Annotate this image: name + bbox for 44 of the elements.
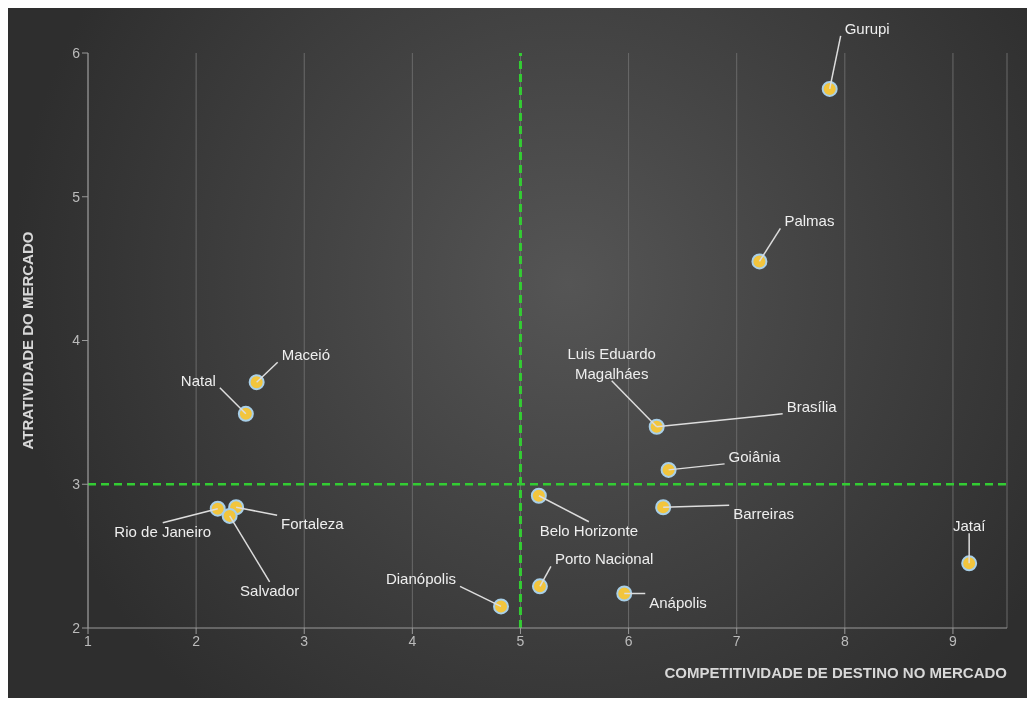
annotation: Dianópolis [385,570,457,588]
y-axis-title: ATRATIVIDADE DO MERCADO [19,231,37,450]
annotation: Belo Horizonte [539,521,639,539]
x-tick-label: 5 [516,632,525,649]
x-tick-label: 9 [949,632,958,649]
annotation: Luis Eduardo Magalháes [567,344,656,382]
x-tick-label: 2 [192,632,201,649]
x-tick-label: 6 [624,632,633,649]
point [493,598,510,615]
x-axis-title: COMPETITIVIDADE DE DESTINO NO MERCADO [664,664,1008,681]
point [655,499,672,516]
annotation: Goiânia [728,447,781,465]
point [248,374,265,391]
annotation: Barreiras [733,505,795,523]
annotation: Rio de Janeiro [114,522,212,540]
x-tick-label: 3 [300,632,309,649]
annotation: Jataí [952,517,987,535]
y-tick-label: 2 [72,619,81,636]
annotation: Maceió [281,346,331,364]
y-tick-label: 5 [72,188,81,205]
point [751,253,768,270]
annotation: Palmas [784,212,835,230]
point [616,585,633,602]
annotation: Natal [180,371,216,389]
x-tick-label: 7 [732,632,741,649]
annotation: Anápolis [649,593,707,611]
x-tick-label: 1 [84,632,93,649]
x-tick-label: 4 [408,632,417,649]
annotation: Fortaleza [281,515,345,533]
point [221,507,238,524]
point [530,487,547,504]
y-tick-label: 6 [72,44,81,61]
y-tick-label: 4 [72,332,81,349]
point [821,80,838,97]
point [237,405,254,422]
annotation: Porto Nacional [554,550,654,568]
y-tick-label: 3 [72,476,81,493]
annotation: Brasília [786,397,838,415]
point [660,461,677,478]
point [961,555,978,572]
annotation: Salvador [240,581,300,599]
point [531,578,548,595]
annotation: Gurupi [844,19,890,37]
x-tick-label: 8 [840,632,849,649]
